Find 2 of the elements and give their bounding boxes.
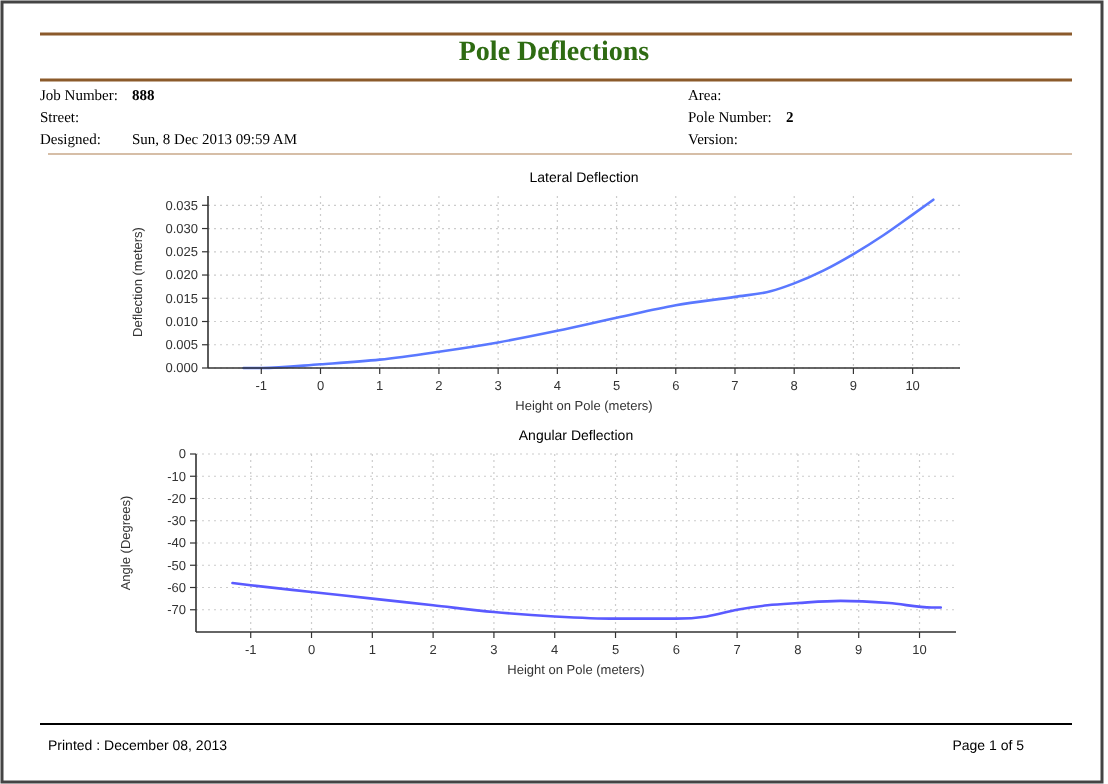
line-series [231, 581, 943, 620]
text: Pole Deflections [458, 38, 651, 68]
